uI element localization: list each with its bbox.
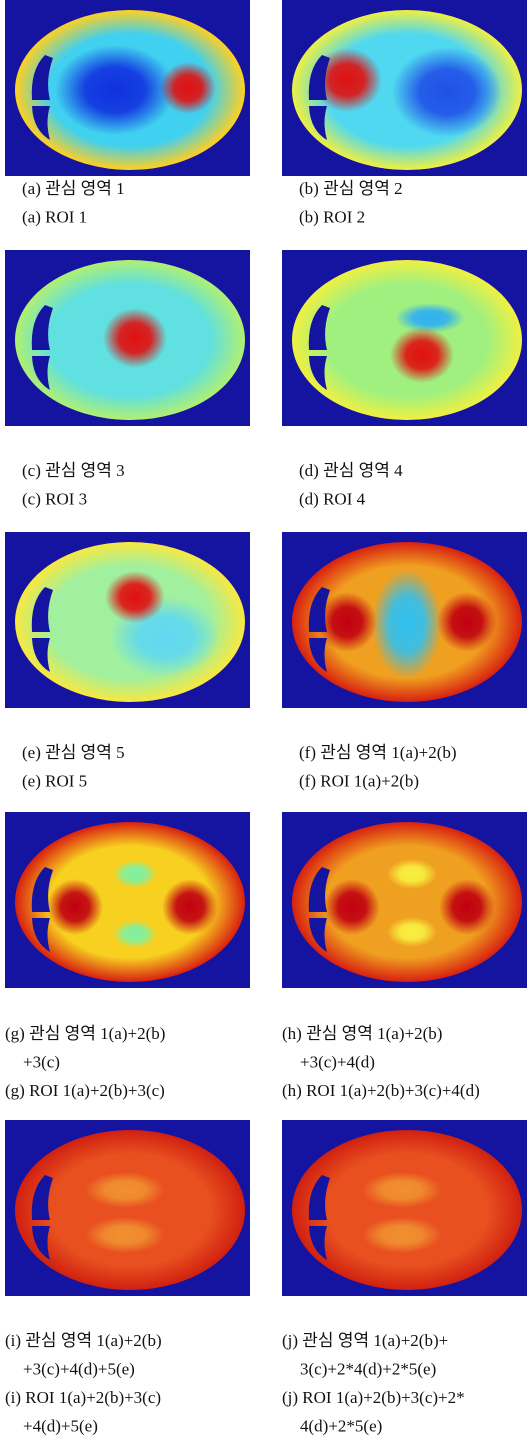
hot-spot — [362, 1172, 442, 1208]
caption-line: (d) 관심 영역 4 — [299, 461, 403, 480]
heatmap-image — [282, 532, 527, 708]
caption-line: (e) ROI 5 — [22, 771, 87, 790]
hot-spot — [437, 592, 497, 652]
hot-spot — [392, 47, 502, 137]
caption-line: 4(d)+2*5(e) — [300, 1416, 382, 1435]
caption-line: +3(c)+4(d) — [300, 1052, 375, 1071]
caption-line: (j) ROI 1(a)+2(b)+3(c)+2* — [282, 1388, 465, 1407]
heatmap-image — [282, 250, 527, 426]
heatmap-image — [5, 532, 250, 708]
caption-line: (g) 관심 영역 1(a)+2(b) — [5, 1024, 165, 1043]
hot-spot — [47, 879, 103, 935]
head-region — [15, 1130, 245, 1290]
hot-spot — [55, 45, 175, 135]
caption-line: 3(c)+2*4(d)+2*5(e) — [300, 1359, 436, 1378]
heatmap-image — [282, 1120, 527, 1296]
hot-spot — [390, 327, 454, 383]
caption-line: (b) ROI 2 — [299, 207, 365, 226]
caption-line: (b) 관심 영역 2 — [299, 179, 403, 198]
hot-spot — [85, 1172, 165, 1208]
hot-spot — [160, 62, 216, 114]
caption-line: +3(c)+4(d)+5(e) — [23, 1359, 135, 1378]
caption-line: (d) ROI 4 — [299, 489, 366, 508]
hot-spot — [162, 879, 218, 935]
caption-line: (f) 관심 영역 1(a)+2(b) — [299, 743, 457, 762]
caption-line: (i) ROI 1(a)+2(b)+3(c) — [5, 1388, 161, 1407]
hot-spot — [324, 879, 380, 935]
heatmap-image — [5, 1120, 250, 1296]
heatmap-image — [282, 812, 527, 988]
caption-line: (e) 관심 영역 5 — [22, 743, 125, 762]
heatmap-image — [282, 0, 527, 176]
caption-line: (f) ROI 1(a)+2(b) — [299, 771, 419, 790]
caption-line: (g) ROI 1(a)+2(b)+3(c) — [5, 1081, 165, 1100]
figure: (a) 관심 영역 1 (a) ROI 1 (b) 관심 영역 2 (b) ROI 2… — [0, 0, 531, 1452]
hot-spot — [105, 571, 165, 623]
caption-line: +4(d)+5(e) — [23, 1416, 98, 1435]
heatmap-image — [5, 250, 250, 426]
heatmap-image — [5, 812, 250, 988]
caption-line: (a) 관심 영역 1 — [22, 179, 125, 198]
heatmap-image — [5, 0, 250, 176]
hot-spot — [103, 308, 167, 368]
caption-line: (i) 관심 영역 1(a)+2(b) — [5, 1331, 162, 1350]
hot-spot — [113, 860, 157, 888]
hot-spot — [113, 920, 157, 948]
head-region — [292, 1130, 522, 1290]
caption-line: (j) 관심 영역 1(a)+2(b)+ — [282, 1331, 448, 1350]
caption-line: (c) ROI 3 — [22, 489, 87, 508]
caption-line: (h) 관심 영역 1(a)+2(b) — [282, 1024, 442, 1043]
hot-spot — [362, 1217, 442, 1253]
hot-spot — [372, 569, 442, 679]
caption-line: +3(c) — [23, 1052, 60, 1071]
hot-spot — [85, 1217, 165, 1253]
caption-line: (c) 관심 영역 3 — [22, 461, 125, 480]
caption-line: (h) ROI 1(a)+2(b)+3(c)+4(d) — [282, 1081, 480, 1100]
hot-spot — [439, 879, 495, 935]
hot-spot — [387, 859, 437, 889]
hot-spot — [387, 917, 437, 947]
caption-line: (a) ROI 1 — [22, 207, 87, 226]
